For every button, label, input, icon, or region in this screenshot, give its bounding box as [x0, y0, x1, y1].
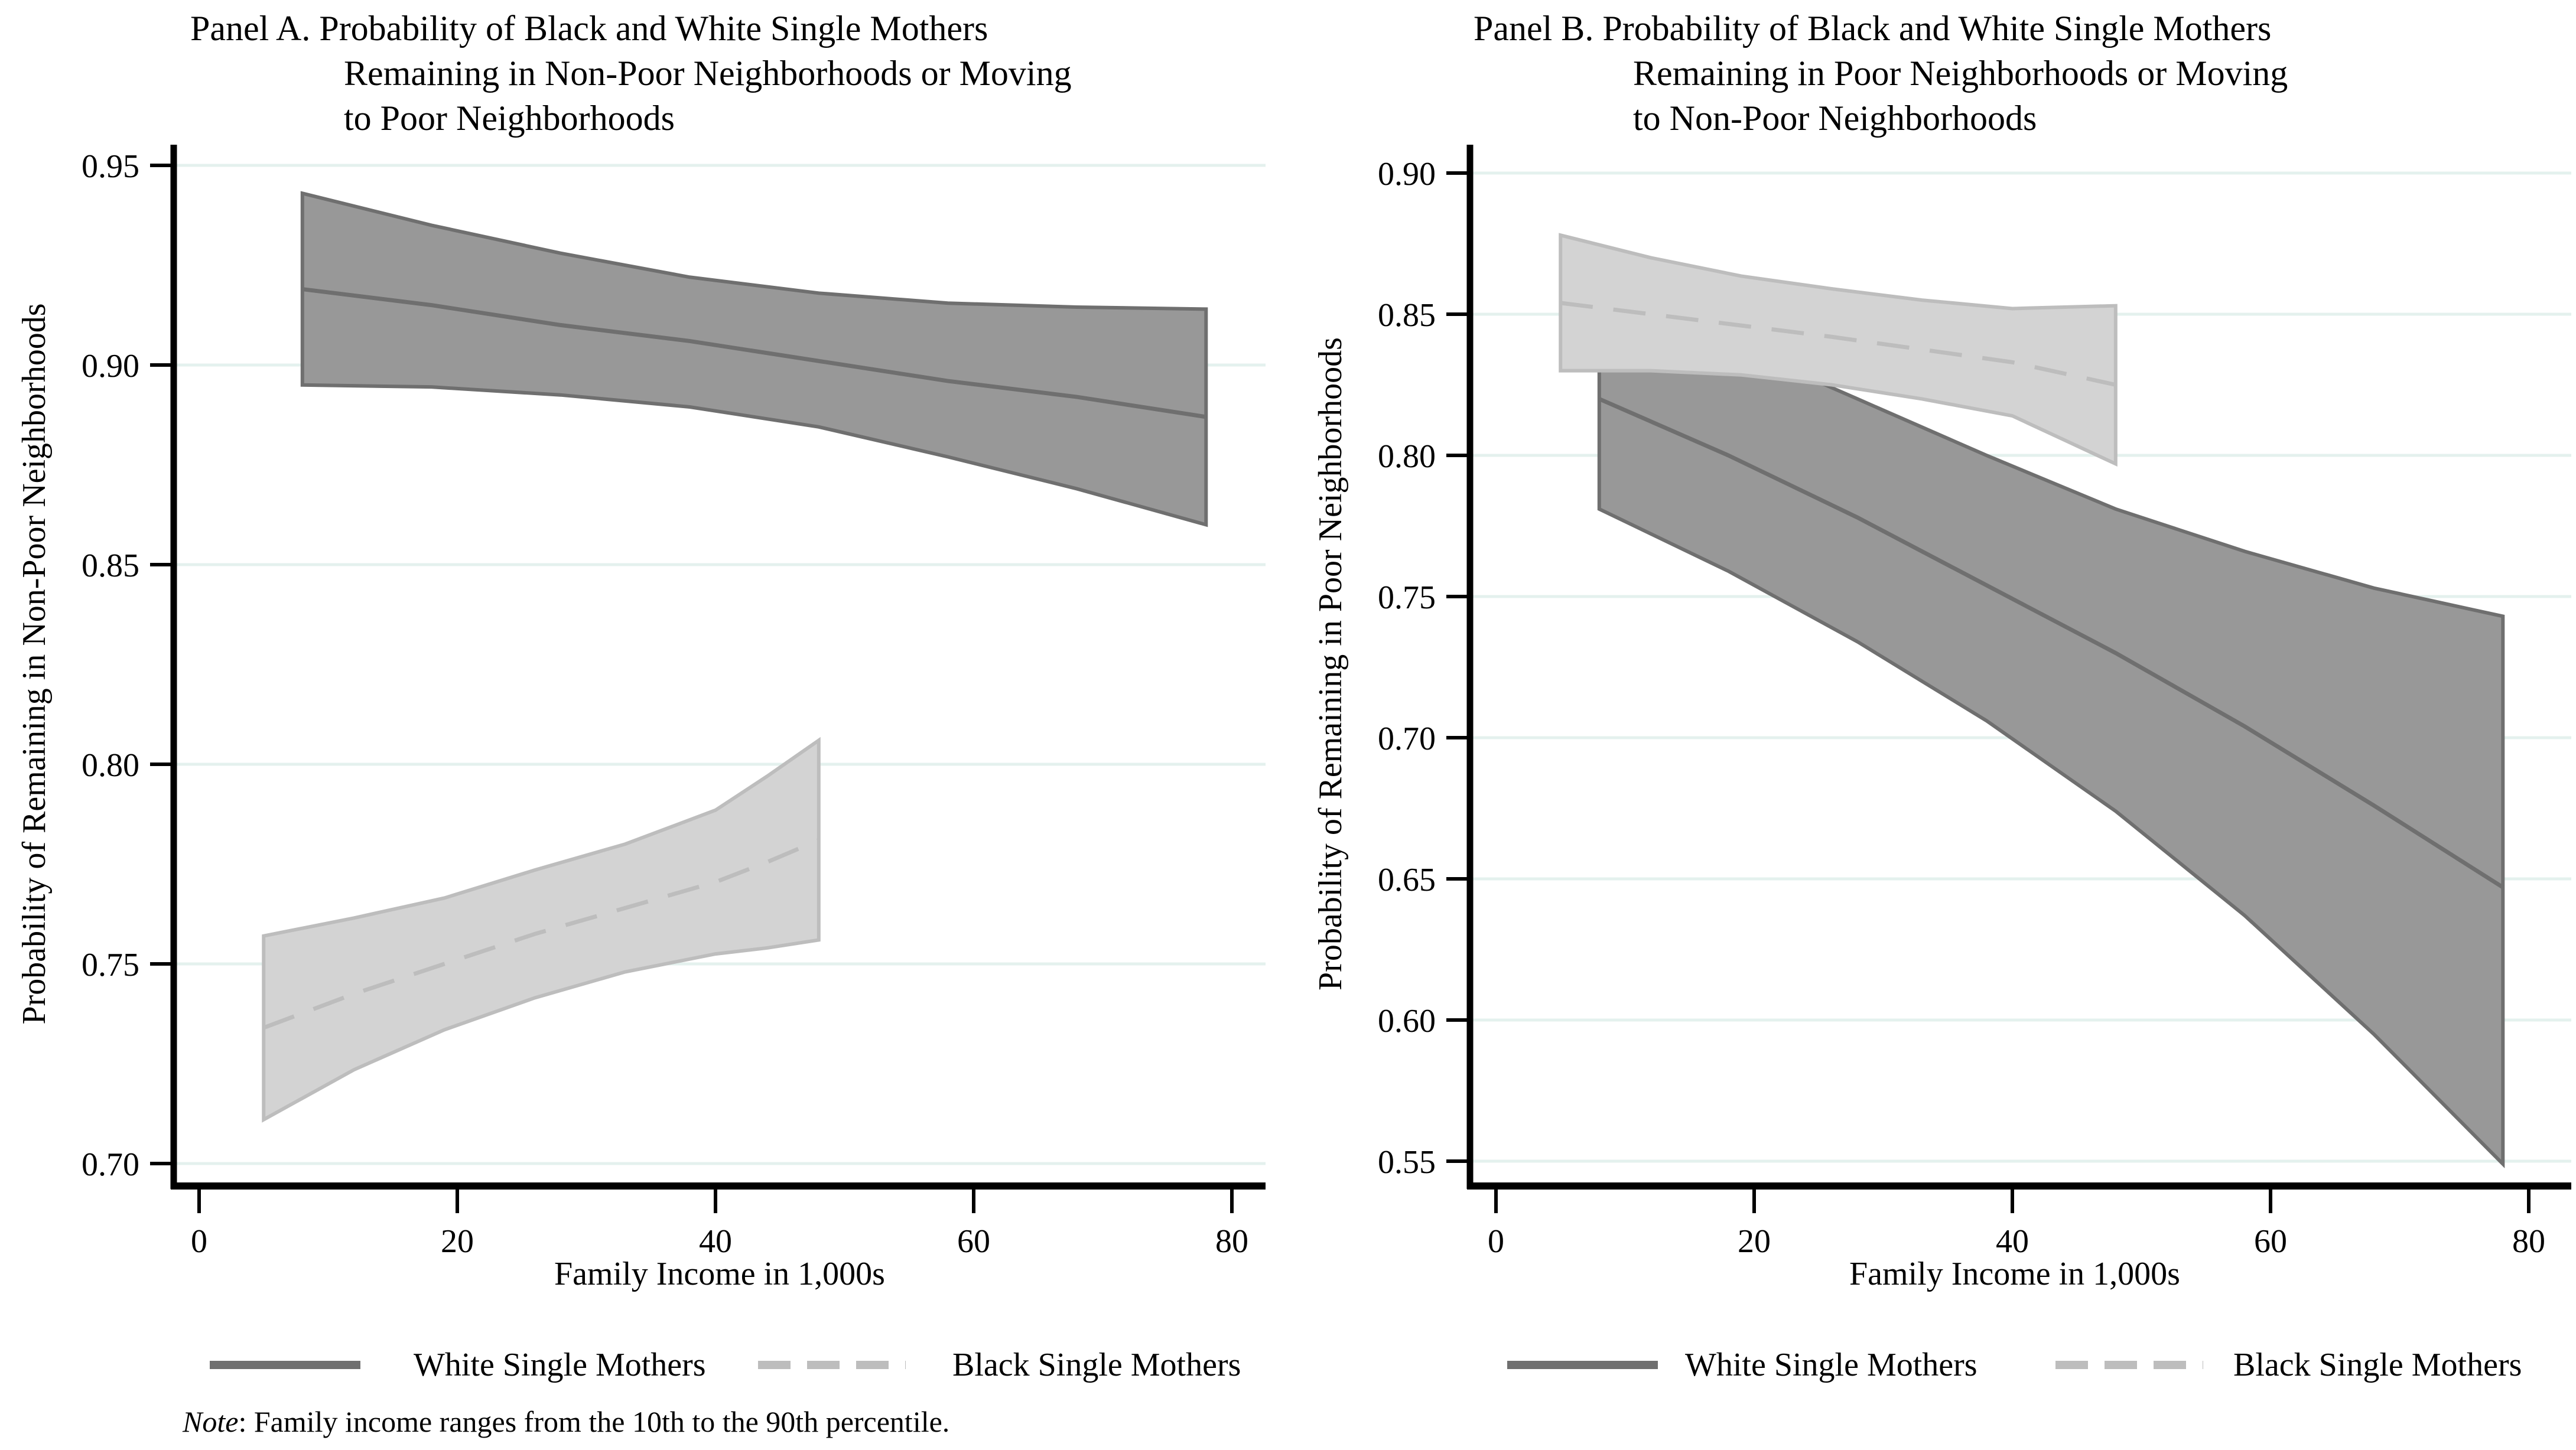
confidence-band-white [300, 191, 1208, 527]
panel-a-title-line2: Remaining in Non-Poor Neighborhoods or M… [344, 54, 1072, 93]
x-tick-label: 80 [2512, 1223, 2545, 1260]
panel-b-legend-line-black [2055, 1361, 2203, 1369]
x-tick-label: 0 [1488, 1223, 1504, 1260]
panel-a-title-line1: Panel A. Probability of Black and White … [190, 9, 988, 48]
panel-a-plot: 0.70 0.75 0.80 0.85 0.90 0.95 0 20 40 60 80 [82, 145, 1266, 1260]
panel-b-title: Panel B. Probability of Black and White … [1474, 6, 2288, 141]
y-tick-label: 0.75 [82, 947, 139, 983]
y-tick-label: 0.70 [1378, 721, 1436, 757]
panel-a-title: Panel A. Probability of Black and White … [190, 6, 1072, 141]
panel-b-plot: 0.55 0.60 0.65 0.70 0.75 0.80 0.85 0.90 0 20 40 60 8… [1378, 145, 2571, 1260]
panel-a-legend-line-black [758, 1361, 906, 1369]
panel-b-x-axis-label: Family Income in 1,000s [1849, 1256, 2180, 1292]
panel-b-y-axis-label: Probability of Remaining in Poor Neighbo… [1312, 337, 1349, 990]
x-tick-label: 60 [957, 1223, 990, 1260]
x-tick-label: 40 [699, 1223, 732, 1260]
panel-b-legend-label-black: Black Single Mothers [2233, 1347, 2522, 1383]
y-tick-label: 0.90 [1378, 156, 1436, 193]
panel-a-y-axis-label: Probability of Remaining in Non-Poor Nei… [16, 303, 53, 1025]
panel-b-legend-line-white [1507, 1361, 1658, 1369]
y-tick-label: 0.60 [1378, 1003, 1436, 1040]
figure-note: Note: Family income ranges from the 10th… [183, 1405, 949, 1439]
figure-note-prefix: Note [183, 1405, 239, 1438]
panel-b-title-line1: Panel B. Probability of Black and White … [1474, 9, 2272, 48]
y-tick-label: 0.70 [82, 1146, 139, 1183]
y-tick-label: 0.95 [82, 148, 139, 185]
mean-line-black [1560, 301, 2116, 387]
panel-a-title-line3: to Poor Neighborhoods [344, 99, 675, 138]
y-tick-label: 0.65 [1378, 862, 1436, 898]
y-tick-label: 0.90 [82, 348, 139, 385]
confidence-band-white [1597, 289, 2505, 1169]
mean-line-white [1598, 397, 2505, 889]
y-tick-label: 0.55 [1378, 1144, 1436, 1181]
panel-a-legend-line-white [210, 1361, 360, 1369]
x-tick-label: 20 [441, 1223, 474, 1260]
panel-a-x-axis-label: Family Income in 1,000s [554, 1256, 885, 1292]
panel-b-title-line3: to Non-Poor Neighborhoods [1633, 99, 2037, 138]
x-tick-label: 20 [1738, 1223, 1771, 1260]
y-tick-label: 0.85 [1378, 297, 1436, 334]
figure-note-body: : Family income ranges from the 10th to … [238, 1405, 950, 1438]
x-tick-label: 60 [2254, 1223, 2287, 1260]
panel-b-title-line2: Remaining in Poor Neighborhoods or Movin… [1633, 54, 2288, 93]
x-tick-label: 40 [1996, 1223, 2029, 1260]
y-tick-label: 0.85 [82, 548, 139, 584]
confidence-band-black [1559, 233, 2118, 467]
mean-line-white [302, 287, 1206, 419]
y-tick-label: 0.75 [1378, 579, 1436, 616]
y-tick-label: 0.80 [1378, 438, 1436, 475]
panel-a-legend-label-white: White Single Mothers [414, 1347, 706, 1383]
mean-line-black [263, 838, 820, 1030]
y-tick-label: 0.80 [82, 747, 139, 784]
panel-a-legend-label-black: Black Single Mothers [952, 1347, 1241, 1383]
x-tick-label: 0 [191, 1223, 207, 1260]
panel-b-legend-label-white: White Single Mothers [1685, 1347, 1977, 1383]
x-tick-label: 80 [1215, 1223, 1248, 1260]
